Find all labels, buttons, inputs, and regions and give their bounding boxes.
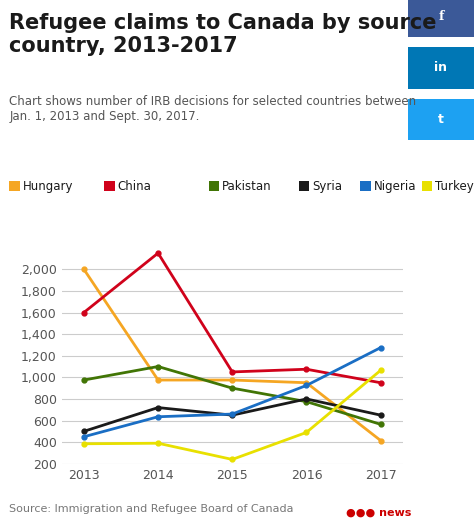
Text: t: t — [438, 113, 444, 126]
Bar — [209, 181, 219, 191]
Text: Hungary: Hungary — [23, 180, 73, 192]
Text: Turkey: Turkey — [435, 180, 474, 192]
Text: in: in — [434, 61, 447, 74]
Bar — [422, 181, 432, 191]
Text: Refugee claims to Canada by source
country, 2013-2017: Refugee claims to Canada by source count… — [9, 13, 437, 56]
Text: Source: Immigration and Refugee Board of Canada: Source: Immigration and Refugee Board of… — [9, 504, 294, 514]
Bar — [408, 0, 474, 37]
Text: Pakistan: Pakistan — [222, 180, 272, 192]
Text: f: f — [438, 9, 444, 23]
Text: China: China — [118, 180, 151, 192]
Bar — [299, 181, 309, 191]
Bar — [360, 181, 371, 191]
Bar — [408, 99, 474, 140]
Bar — [9, 181, 20, 191]
Text: Chart shows number of IRB decisions for selected countries between
Jan. 1, 2013 : Chart shows number of IRB decisions for … — [9, 95, 417, 123]
Bar — [408, 47, 474, 89]
Text: Syria: Syria — [312, 180, 342, 192]
Text: Nigeria: Nigeria — [374, 180, 416, 192]
Text: ●●● news: ●●● news — [346, 508, 411, 518]
Bar — [104, 181, 115, 191]
